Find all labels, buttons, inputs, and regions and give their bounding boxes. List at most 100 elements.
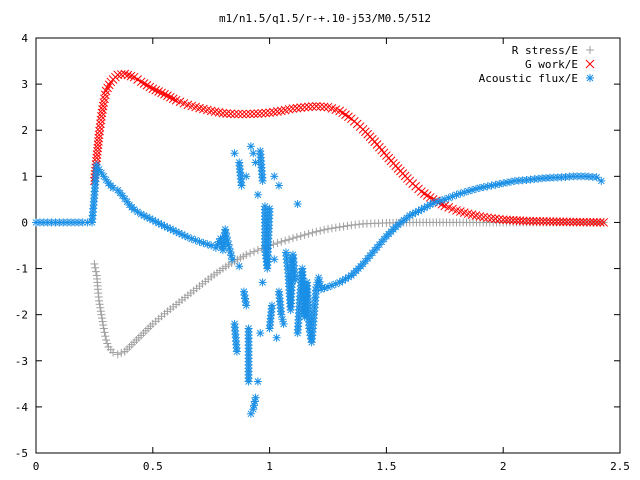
data-point: [597, 176, 606, 185]
data-point: [538, 217, 548, 226]
data-point: [592, 217, 602, 227]
data-point: [230, 109, 239, 119]
x-tick-label: 2: [500, 460, 507, 473]
data-point: [315, 102, 325, 111]
data-point: [320, 225, 329, 234]
data-point: [253, 377, 262, 386]
data-point: [311, 101, 321, 111]
data-point: [505, 215, 515, 225]
data-point: [331, 223, 340, 232]
legend-label: R stress/E: [512, 44, 578, 57]
data-point: [92, 160, 101, 169]
data-point: [96, 307, 105, 316]
data-point: [250, 247, 259, 256]
data-point: [126, 71, 136, 81]
data-point: [157, 88, 166, 98]
data-point: [120, 69, 130, 79]
legend-marker: [585, 59, 595, 69]
data-point: [498, 215, 508, 225]
data-point: [246, 249, 255, 258]
data-point: [98, 101, 108, 111]
data-point: [256, 329, 265, 338]
data-point: [99, 324, 108, 333]
data-point: [288, 104, 298, 113]
data-point: [568, 217, 578, 227]
data-point: [341, 110, 350, 120]
data-point: [251, 393, 260, 402]
data-point: [249, 149, 258, 158]
data-point: [258, 176, 267, 185]
data-point: [273, 239, 282, 248]
data-point: [479, 212, 489, 222]
data-point: [265, 204, 274, 213]
data-point: [242, 301, 251, 310]
data-point: [324, 224, 332, 233]
data-point: [483, 213, 492, 223]
data-point: [494, 214, 504, 224]
data-point: [253, 109, 263, 118]
data-point: [512, 216, 521, 225]
data-point: [558, 217, 568, 227]
data-point: [218, 108, 228, 118]
data-point: [241, 109, 251, 119]
data-point: [508, 215, 518, 225]
data-point: [151, 85, 161, 95]
data-point: [433, 197, 442, 206]
data-point: [292, 233, 301, 242]
x-tick-label: 0: [33, 460, 40, 473]
data-point: [100, 90, 110, 100]
data-point: [235, 262, 244, 271]
data-point: [316, 226, 325, 235]
data-point: [522, 216, 531, 226]
data-point: [103, 339, 112, 348]
data-point: [319, 102, 329, 112]
data-point: [308, 102, 317, 111]
data-point: [542, 217, 551, 226]
data-point: [572, 217, 582, 227]
data-point: [288, 234, 297, 243]
data-point: [293, 200, 302, 208]
data-point: [95, 296, 104, 305]
data-point: [343, 221, 352, 230]
series-2: [32, 142, 606, 418]
data-point: [230, 149, 239, 158]
data-point: [94, 133, 104, 143]
x-tick-label: 1.5: [376, 460, 396, 473]
data-point: [95, 126, 104, 136]
data-point: [270, 172, 279, 181]
data-point: [234, 109, 243, 119]
data-point: [338, 108, 347, 118]
data-point: [270, 255, 279, 264]
data-point: [344, 112, 353, 122]
y-tick-label: -5: [15, 447, 28, 460]
data-point: [228, 255, 237, 264]
data-point: [545, 217, 555, 226]
data-point: [98, 105, 107, 114]
y-tick-label: 4: [21, 32, 28, 45]
data-point: [528, 216, 538, 226]
data-point: [95, 123, 105, 132]
data-point: [221, 229, 230, 238]
data-point: [582, 217, 592, 227]
y-tick-label: 0: [21, 216, 28, 229]
data-point: [265, 108, 274, 118]
data-point: [267, 301, 276, 310]
data-point: [487, 213, 496, 223]
data-point: [515, 216, 525, 226]
data-point: [253, 246, 262, 255]
data-point: [304, 229, 313, 238]
data-point: [575, 217, 585, 227]
x-tick-label: 0.5: [143, 460, 163, 473]
data-point: [98, 317, 107, 326]
data-point: [274, 181, 283, 190]
data-point: [535, 216, 545, 226]
data-point: [585, 217, 595, 227]
data-point: [123, 70, 133, 80]
data-point: [168, 94, 178, 104]
data-point: [552, 217, 561, 227]
y-tick-label: -3: [15, 355, 28, 368]
data-point: [245, 109, 255, 119]
y-tick-label: -1: [15, 263, 28, 276]
data-point: [312, 227, 321, 236]
